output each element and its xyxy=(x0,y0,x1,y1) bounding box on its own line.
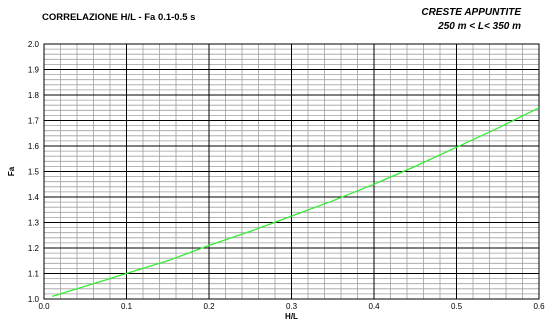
y-tick-label: 1.4 xyxy=(28,193,40,202)
x-tick-label: 0.1 xyxy=(121,302,133,311)
series-layer xyxy=(52,107,540,298)
y-tick-label: 1.1 xyxy=(28,270,40,279)
x-tick-labels: 0.0 0.1 0.2 0.3 0.4 0.5 0.6 xyxy=(38,302,545,311)
y-tick-label: 1.5 xyxy=(28,168,40,177)
y-tick-label: 1.2 xyxy=(28,244,40,253)
subtitle-line-2: 250 m < L< 350 m xyxy=(438,21,521,32)
y-tick-label: 1.7 xyxy=(28,117,40,126)
y-tick-label: 1.6 xyxy=(28,142,40,151)
x-axis-label: H/L xyxy=(285,312,298,321)
chart-subtitle: CRESTE APPUNTITE 250 m < L< 350 m xyxy=(321,6,521,34)
x-tick-label: 0.2 xyxy=(203,302,215,311)
major-gridlines xyxy=(44,44,539,299)
subtitle-line-1: CRESTE APPUNTITE xyxy=(421,7,521,18)
x-tick-label: 0.4 xyxy=(368,302,380,311)
y-tick-label: 1.9 xyxy=(28,66,40,75)
y-tick-labels: 1.0 1.1 1.2 1.3 1.4 1.5 1.6 1.7 1.8 1.9 2.0 xyxy=(28,40,40,304)
plot-area-frame xyxy=(43,43,540,300)
y-tick-label: 1.0 xyxy=(28,295,40,304)
chart-title: CORRELAZIONE H/L - Fa 0.1-0.5 s xyxy=(42,12,196,23)
y-tick-label: 1.3 xyxy=(28,219,40,228)
series-line xyxy=(52,107,540,298)
x-tick-label: 0.5 xyxy=(451,302,463,311)
y-tick-label: 2.0 xyxy=(28,40,40,49)
x-tick-label: 0.3 xyxy=(286,302,298,311)
y-axis-label: Fa xyxy=(7,166,16,176)
y-tick-label: 1.8 xyxy=(28,91,40,100)
x-tick-label: 0.6 xyxy=(533,302,545,311)
x-tick-label: 0.0 xyxy=(38,302,50,311)
